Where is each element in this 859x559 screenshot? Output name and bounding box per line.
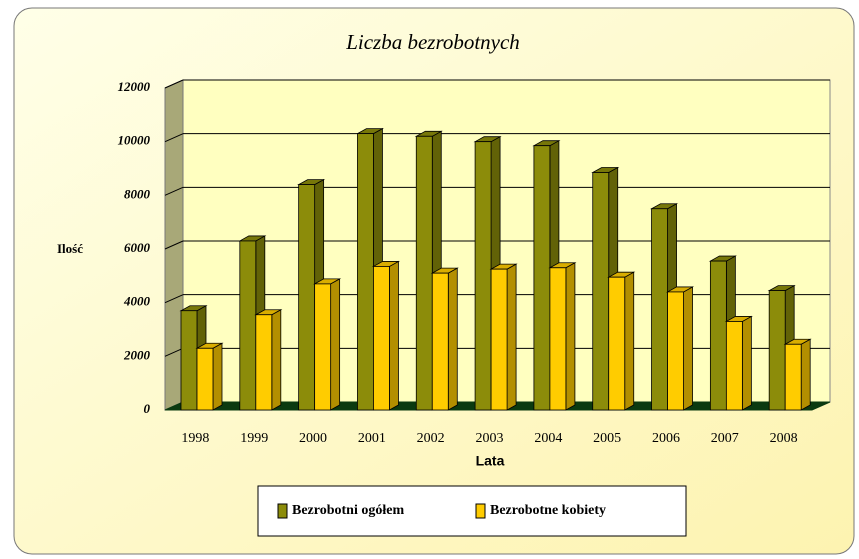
bar bbox=[196, 347, 214, 411]
bar bbox=[784, 343, 802, 411]
bar bbox=[373, 266, 390, 411]
grid-line bbox=[164, 240, 184, 250]
bar bbox=[239, 240, 257, 411]
y-tick-label: 8000 bbox=[124, 186, 151, 201]
legend-label: Bezrobotni ogółem bbox=[292, 503, 404, 518]
bar-side bbox=[506, 263, 517, 411]
grid-line bbox=[164, 186, 184, 196]
x-tick-label: 2003 bbox=[476, 431, 504, 446]
y-tick-label: 2000 bbox=[123, 347, 151, 362]
x-tick-label: 2000 bbox=[299, 431, 327, 446]
bar-side bbox=[271, 309, 282, 411]
bar bbox=[651, 208, 668, 411]
y-tick-label: 4000 bbox=[123, 294, 151, 309]
legend bbox=[257, 485, 687, 537]
x-tick-label: 2006 bbox=[652, 431, 680, 446]
bar-side bbox=[683, 286, 693, 411]
bar-side bbox=[565, 262, 576, 411]
bar bbox=[314, 283, 332, 411]
x-axis-label: Lata bbox=[476, 453, 505, 469]
bar-side bbox=[800, 338, 811, 411]
bar bbox=[431, 272, 449, 411]
bar-side bbox=[741, 315, 752, 411]
grid-line bbox=[164, 79, 184, 89]
bar-side bbox=[389, 260, 399, 411]
chart-title: Liczba bezrobotnych bbox=[345, 30, 520, 54]
x-tick-label: 1999 bbox=[240, 431, 268, 446]
x-tick-label: 2001 bbox=[358, 431, 386, 446]
bar bbox=[415, 135, 433, 411]
legend-swatch bbox=[277, 503, 288, 519]
bar-side bbox=[447, 267, 458, 411]
grid-line bbox=[164, 294, 184, 304]
bar-side bbox=[624, 271, 635, 411]
y-tick-label: 6000 bbox=[124, 240, 151, 255]
legend-label: Bezrobotne kobiety bbox=[490, 503, 606, 518]
bar bbox=[474, 141, 492, 411]
x-tick-label: 2007 bbox=[711, 431, 739, 446]
legend-swatch bbox=[475, 503, 486, 519]
bar bbox=[180, 310, 198, 411]
bar bbox=[709, 260, 727, 411]
bar-side bbox=[330, 278, 341, 411]
y-tick-label: 0 bbox=[144, 401, 151, 416]
bar bbox=[592, 172, 610, 411]
bar bbox=[608, 276, 626, 411]
bar bbox=[255, 314, 273, 411]
bar bbox=[533, 145, 551, 411]
x-tick-label: 2008 bbox=[770, 431, 798, 446]
bar bbox=[667, 291, 684, 411]
x-tick-label: 2002 bbox=[417, 431, 445, 446]
x-tick-label: 1998 bbox=[181, 431, 209, 446]
bar bbox=[357, 133, 374, 411]
bar-side bbox=[212, 342, 223, 411]
bar bbox=[549, 267, 567, 411]
bar bbox=[725, 321, 743, 411]
x-tick-label: 2005 bbox=[593, 431, 621, 446]
y-tick-label: 10000 bbox=[118, 133, 151, 148]
bar bbox=[768, 290, 786, 411]
bar bbox=[298, 184, 316, 411]
bar bbox=[490, 268, 508, 411]
x-tick-label: 2004 bbox=[534, 431, 562, 446]
y-tick-label: 12000 bbox=[118, 79, 151, 94]
grid-line bbox=[164, 133, 184, 143]
grid-line bbox=[164, 347, 184, 357]
y-axis-label: Ilość bbox=[57, 241, 83, 256]
